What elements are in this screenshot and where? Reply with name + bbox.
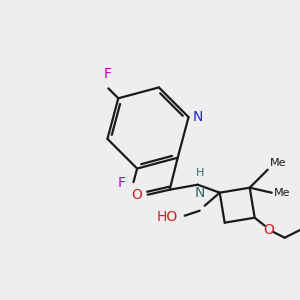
Text: F: F xyxy=(103,68,111,81)
Text: Me: Me xyxy=(270,158,286,168)
Text: N: N xyxy=(193,110,203,124)
Text: O: O xyxy=(263,223,274,237)
Text: N: N xyxy=(194,186,205,200)
Text: Me: Me xyxy=(274,188,290,198)
Text: HO: HO xyxy=(156,210,178,224)
Text: O: O xyxy=(131,188,142,202)
Text: H: H xyxy=(196,168,204,178)
Text: F: F xyxy=(118,176,125,190)
